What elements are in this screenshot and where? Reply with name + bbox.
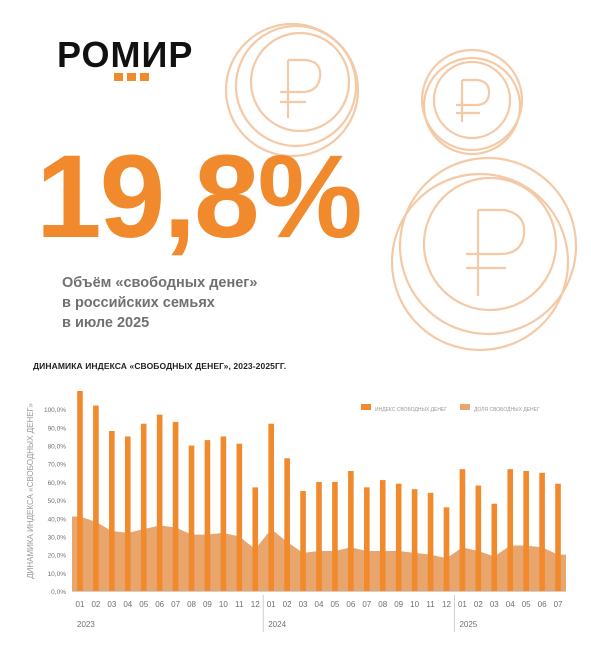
bar-index [443,507,450,591]
year-label: 2024 [268,620,286,629]
x-tick-label: 08 [378,600,387,609]
x-tick-label: 01 [267,600,276,609]
ruble-coin-icon [420,48,524,156]
bar-index [539,472,545,591]
bar-index [316,481,322,591]
bar-index [300,491,306,591]
year-label: 2025 [459,620,477,629]
bar-index [379,480,386,591]
ruble-coin-icon [390,156,578,352]
x-tick-label: 03 [107,600,116,609]
y-tick-label: 50,0% [48,498,67,505]
x-tick-label: 08 [187,600,196,609]
headline-line-3: в июле 2025 [62,315,150,331]
bar-index [140,423,147,591]
legend-swatch [460,404,470,410]
headline-line-2: в российских семьях [62,295,215,311]
legend-swatch [361,404,371,410]
bar-index [555,483,561,591]
bar-index [172,421,179,591]
x-tick-label: 05 [522,600,531,609]
y-tick-label: 70,0% [48,462,67,469]
bar-index [220,436,227,591]
bar-index [364,487,370,591]
chart-title: ДИНАМИКА ИНДЕКСА «СВОБОДНЫХ ДЕНЕГ», 2023… [33,361,287,371]
x-tick-label: 10 [410,600,419,609]
y-tick-label: 30,0% [48,534,67,541]
y-axis-label: ДИНАМИКА ИНДЕКСА «СВОБОДНЫХ ДЕНЕГ» [26,403,35,579]
bar-index [93,405,99,591]
bar-index [395,483,402,591]
bar-index [507,469,514,591]
headline-value: 19,8% [36,131,363,263]
x-tick-label: 02 [283,600,292,609]
bar-index [523,471,529,591]
x-tick-label: 05 [139,600,148,609]
x-tick-label: 05 [330,600,339,609]
ruble-coin-icon [224,22,360,158]
x-tick-label: 04 [123,600,132,609]
x-tick-label: 02 [91,600,100,609]
x-tick-label: 06 [346,600,355,609]
x-tick-label: 12 [251,600,260,609]
legend-label: ИНДЕКС СВОБОДНЫХ ДЕНЕГ [375,407,447,413]
bar-index [348,471,354,591]
x-tick-label: 06 [155,600,164,609]
y-tick-label: 40,0% [48,516,67,523]
bar-index [427,492,434,591]
bar-index [109,431,115,591]
headline-description: Объём «свободных денег» в российских сем… [62,273,257,333]
y-tick-label: 60,0% [48,480,67,487]
y-tick-label: 0,0% [51,589,66,596]
headline-line-1: Объём «свободных денег» [62,275,258,291]
x-tick-label: 03 [490,600,499,609]
bar-index [411,489,418,591]
x-tick-label: 04 [315,600,324,609]
x-tick-label: 02 [474,600,483,609]
bar-index [252,487,259,591]
y-tick-label: 100,0% [44,407,66,414]
x-tick-label: 10 [219,600,228,609]
bar-index [236,443,243,591]
x-tick-label: 01 [458,600,467,609]
logo-dots [114,73,149,81]
bar-index [268,423,274,591]
x-tick-label: 09 [203,600,212,609]
bar-index [156,414,163,591]
year-label: 2023 [77,620,95,629]
x-tick-label: 11 [426,600,435,609]
x-tick-label: 03 [299,600,308,609]
x-tick-label: 11 [235,600,244,609]
bar-index [284,458,290,591]
bar-index [475,485,482,591]
bar-index [188,445,195,591]
bar-index [124,436,131,591]
x-tick-label: 07 [362,600,371,609]
x-tick-label: 07 [171,600,180,609]
bar-index [77,391,83,591]
y-tick-label: 80,0% [48,444,67,451]
x-tick-label: 09 [394,600,403,609]
bar-index [459,469,466,591]
y-tick-label: 90,0% [48,425,67,432]
bar-index [332,481,338,591]
legend-label: ДОЛЯ СВОБОДНЫХ ДЕНЕГ [474,407,540,413]
bar-index [491,503,498,591]
x-tick-label: 12 [442,600,451,609]
romir-logo: РОМИР [57,34,194,75]
y-tick-label: 10,0% [48,571,67,578]
x-tick-label: 01 [76,600,85,609]
x-tick-label: 07 [554,600,563,609]
x-tick-label: 06 [538,600,547,609]
x-tick-label: 04 [506,600,515,609]
bar-index [204,440,211,591]
y-tick-label: 20,0% [48,553,67,560]
